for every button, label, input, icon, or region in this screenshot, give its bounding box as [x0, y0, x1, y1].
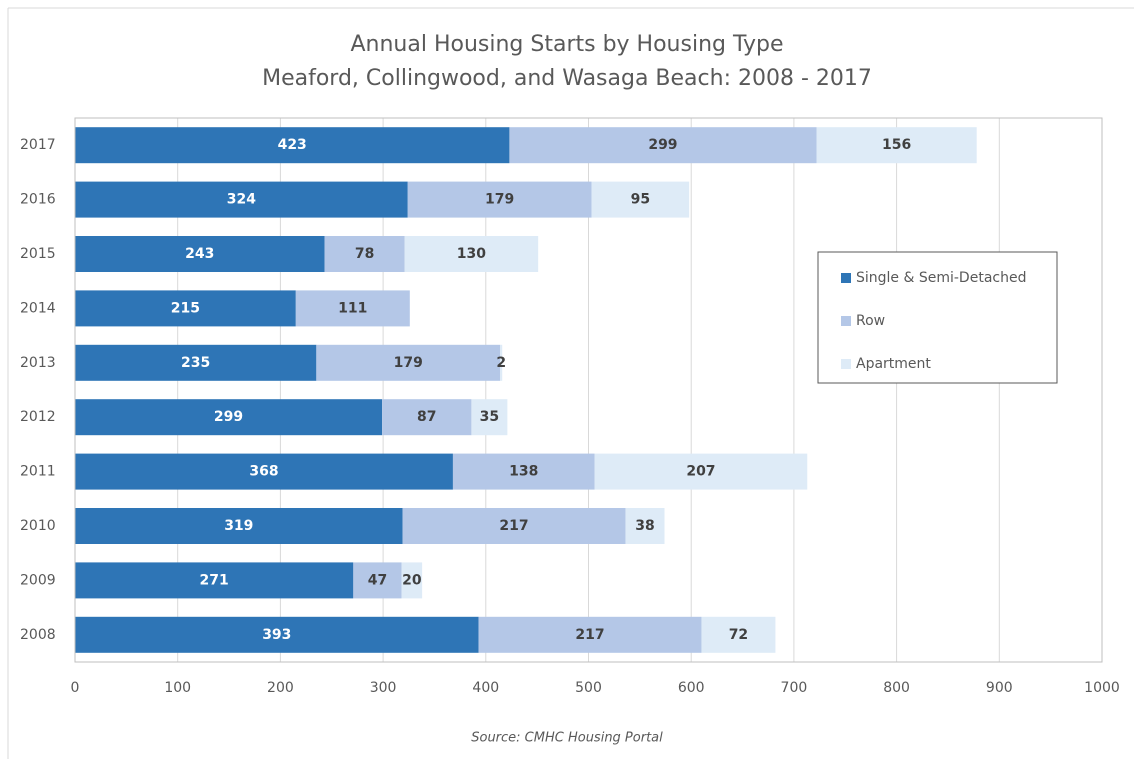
bar-segment [75, 236, 325, 272]
legend-label: Row [856, 313, 885, 329]
bar-segment [401, 562, 423, 599]
data-label: 271 [200, 572, 229, 588]
data-label: 179 [394, 355, 423, 371]
data-label: 72 [729, 627, 748, 643]
y-tick-label: 2012 [20, 409, 56, 425]
chart-subtitle: Meaford, Collingwood, and Wasaga Beach: … [262, 66, 872, 91]
data-label: 217 [499, 518, 528, 534]
legend [817, 251, 1058, 384]
bar-segment [816, 127, 977, 164]
data-label: 217 [575, 627, 604, 643]
data-label: 235 [181, 355, 210, 371]
bar-segment [75, 290, 296, 327]
data-label: 319 [224, 518, 253, 534]
bar-segment [402, 508, 626, 544]
data-label: 95 [631, 192, 650, 208]
data-label: 20 [402, 572, 422, 588]
data-label: 78 [355, 246, 374, 262]
x-tick-label: 100 [164, 680, 191, 696]
data-label: 179 [485, 192, 514, 208]
y-tick-label: 2015 [20, 246, 56, 262]
x-tick-label: 500 [575, 680, 602, 696]
legend-swatch [841, 359, 851, 369]
bar-segment [75, 616, 479, 653]
x-tick-label: 0 [71, 680, 80, 696]
bar-segment [75, 562, 354, 599]
plot-area [74, 117, 1103, 663]
bar-segment [324, 236, 405, 272]
bar-segment [75, 181, 408, 218]
x-tick-label: 900 [986, 680, 1013, 696]
data-label: 38 [635, 518, 654, 534]
bar-segment [594, 453, 808, 490]
data-label: 130 [457, 246, 486, 262]
y-tick-label: 2009 [20, 572, 56, 588]
x-tick-label: 300 [370, 680, 397, 696]
bar-segment [75, 127, 510, 164]
bar-segment [404, 236, 539, 272]
data-label: 393 [262, 627, 291, 643]
bar-segment [625, 508, 665, 544]
bar-segment [295, 290, 410, 327]
bar-segment [75, 453, 453, 490]
legend-swatch [841, 273, 851, 283]
data-label: 156 [882, 137, 911, 153]
legend-label: Apartment [856, 356, 931, 372]
bar-segment [75, 508, 403, 544]
y-tick-label: 2010 [20, 518, 56, 534]
y-tick-label: 2013 [20, 355, 56, 371]
x-tick-label: 200 [267, 680, 294, 696]
y-tick-label: 2014 [20, 300, 56, 316]
x-tick-label: 700 [781, 680, 808, 696]
data-label: 35 [480, 409, 499, 425]
bar-segment [500, 344, 503, 381]
data-label: 207 [686, 464, 715, 480]
bar-segment [701, 616, 776, 653]
x-tick-label: 400 [472, 680, 499, 696]
x-tick-label: 1000 [1084, 680, 1120, 696]
data-label: 299 [214, 409, 243, 425]
chart-title: Annual Housing Starts by Housing Type [350, 32, 783, 57]
data-label: 324 [227, 192, 256, 208]
x-tick-label: 600 [678, 680, 705, 696]
bar-segment [75, 344, 317, 381]
data-label: 243 [185, 246, 214, 262]
y-tick-label: 2011 [20, 464, 56, 480]
y-tick-label: 2016 [20, 192, 56, 208]
bar-segment [382, 399, 472, 436]
bar-segment [407, 181, 592, 218]
bar-segment [509, 127, 817, 164]
legend-label: Single & Semi-Detached [856, 270, 1026, 286]
bar-segment [316, 344, 501, 381]
data-label: 111 [338, 300, 367, 316]
data-label: 423 [278, 137, 307, 153]
source-note: Source: CMHC Housing Portal [471, 731, 663, 746]
y-tick-label: 2017 [20, 137, 56, 153]
data-label: 47 [368, 572, 387, 588]
data-label: 138 [509, 464, 538, 480]
bar-segment [471, 399, 508, 436]
legend-swatch [841, 316, 851, 326]
x-tick-label: 800 [883, 680, 910, 696]
bar-segment [353, 562, 402, 599]
data-label: 215 [171, 300, 200, 316]
bar-segment [452, 453, 595, 490]
data-label: 2 [496, 355, 506, 371]
bar-segment [591, 181, 690, 218]
data-label: 299 [648, 137, 677, 153]
bar-segment [75, 399, 383, 436]
bar-segment [478, 616, 702, 653]
y-tick-label: 2008 [20, 627, 56, 643]
data-label: 87 [417, 409, 436, 425]
data-label: 368 [249, 464, 278, 480]
